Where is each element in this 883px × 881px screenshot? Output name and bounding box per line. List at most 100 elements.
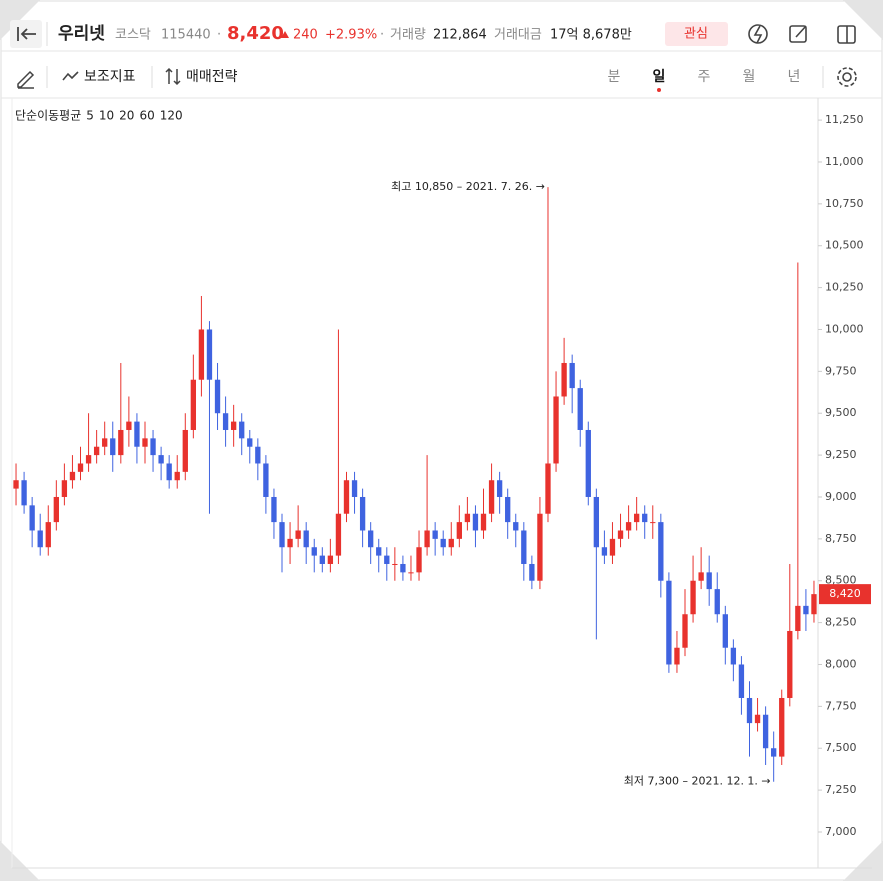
y-tick-label: 8,500 — [825, 574, 857, 587]
icon-button[interactable] — [748, 24, 768, 44]
candle-body — [335, 513, 342, 556]
candle-body — [738, 664, 745, 698]
candle-body — [408, 572, 414, 574]
corner — [0, 841, 40, 881]
candle-body — [714, 589, 720, 615]
legend-title: 단순이동평균 — [15, 109, 81, 123]
candle-body — [424, 530, 430, 548]
candle-body — [762, 714, 769, 749]
candle-body — [480, 513, 487, 531]
period-tab[interactable]: 년 — [788, 69, 801, 85]
y-tick-label: 9,500 — [825, 406, 857, 419]
indicator-icon[interactable] — [62, 71, 79, 81]
candle-body — [698, 572, 704, 581]
icon-button[interactable] — [789, 25, 807, 43]
y-tick-label: 7,750 — [825, 699, 857, 712]
candle-body — [585, 429, 591, 497]
candle-body — [118, 429, 124, 456]
candle-body — [384, 555, 390, 564]
candle-body — [174, 471, 180, 481]
candle-body — [29, 505, 35, 531]
change-pct: +2.93% — [325, 28, 377, 43]
candle-body — [327, 555, 334, 564]
y-tick-label: 9,000 — [825, 490, 857, 503]
candle-body — [505, 496, 511, 523]
y-tick-label: 8,250 — [825, 616, 857, 629]
candle-body — [633, 513, 640, 523]
candle-body — [263, 463, 269, 497]
dot: · — [217, 28, 221, 43]
period-tab[interactable]: 분 — [608, 69, 621, 85]
stock-name: 우리넷 — [58, 24, 105, 44]
candle-body — [690, 580, 696, 615]
candle-body — [722, 614, 728, 648]
candle-body — [609, 538, 616, 556]
y-tick-label: 7,000 — [825, 825, 857, 838]
indicators-button[interactable]: 보조지표 — [84, 69, 136, 85]
candle-body — [368, 530, 374, 548]
draw-icon[interactable] — [17, 70, 35, 89]
period-tab[interactable]: 월 — [743, 69, 756, 85]
candle-body — [142, 438, 148, 447]
amount-label: 거래대금 — [494, 28, 542, 43]
candle-body — [255, 446, 261, 464]
candle-body — [303, 530, 309, 548]
candle-body — [343, 480, 350, 514]
period-tab[interactable]: 일 — [653, 69, 666, 85]
candle-body — [545, 463, 551, 514]
candle-body — [674, 647, 680, 665]
change: 240 — [293, 28, 318, 43]
volume: 212,864 — [433, 28, 487, 43]
y-tick-label: 7,500 — [825, 741, 857, 754]
candle-body — [198, 329, 205, 380]
candle-body — [214, 379, 221, 414]
back-button[interactable] — [10, 20, 42, 48]
period-tab[interactable]: 주 — [698, 69, 711, 85]
code: 115440 — [161, 28, 211, 43]
legend-item: 10 — [99, 109, 114, 123]
candle-body — [593, 496, 600, 548]
legend-item: 120 — [160, 109, 183, 123]
settings-button[interactable] — [837, 67, 857, 87]
candle-body — [230, 421, 237, 430]
candle-body — [577, 388, 583, 430]
candle-body — [472, 513, 479, 531]
candle-body — [642, 513, 648, 523]
candle-body — [21, 480, 27, 506]
candle-body — [319, 555, 325, 564]
candle-body — [682, 614, 688, 648]
candle-body — [811, 594, 817, 615]
candle-body — [658, 522, 664, 581]
strategy-button[interactable]: 매매전략 — [186, 69, 238, 85]
icon-button[interactable] — [837, 25, 856, 44]
strategy-icon[interactable] — [165, 67, 181, 86]
candle-body — [456, 522, 462, 539]
price: 8,420 — [227, 23, 284, 44]
candle-body — [448, 538, 454, 548]
candle-body — [247, 438, 253, 447]
candle-body — [432, 530, 438, 539]
y-tick-label: 8,000 — [825, 657, 857, 670]
candle-body — [625, 522, 632, 531]
candle-body — [287, 538, 293, 548]
last-price-label: 8,420 — [829, 587, 861, 600]
candle-body — [13, 480, 19, 489]
y-tick-label: 9,750 — [825, 364, 857, 377]
legend-item: 20 — [119, 109, 134, 123]
candle-body — [271, 496, 277, 523]
candle-body — [134, 421, 140, 447]
candle-body — [553, 396, 559, 464]
candle-body — [69, 471, 76, 481]
candle-body — [93, 446, 100, 456]
market: 코스닥 — [115, 28, 151, 43]
dot: · — [380, 28, 384, 43]
watch-label[interactable]: 관심 — [684, 27, 708, 42]
candle-body — [45, 522, 51, 548]
y-tick-label: 8,750 — [825, 532, 857, 545]
candle-body — [150, 438, 156, 456]
watch-button[interactable]: 관심 — [665, 22, 728, 46]
candle-body — [666, 580, 672, 665]
candle-body — [746, 697, 753, 724]
